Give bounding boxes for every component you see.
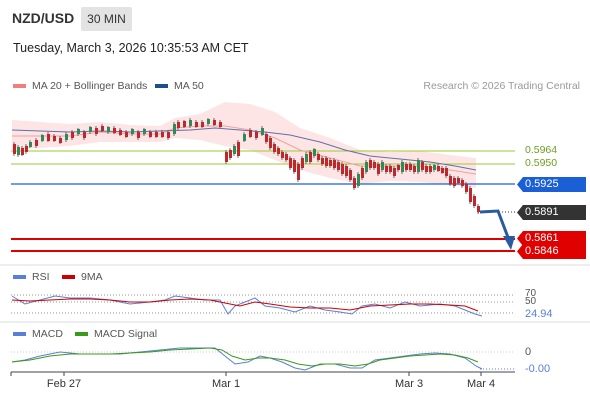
rsi-level-50-label: 50: [525, 296, 537, 307]
resistance-label-1: 0.5964: [525, 144, 558, 156]
projection-arrow-icon: [479, 209, 515, 250]
legend-rsi-ma: 9MA: [62, 271, 103, 283]
macd-signal-line: [11, 347, 479, 367]
rsi-value: 24.94: [525, 308, 553, 320]
current-price-tag: 0.5891: [517, 205, 586, 220]
x-label-feb27: Feb 27: [46, 378, 82, 390]
timeframe-button[interactable]: 30 MIN: [81, 7, 132, 31]
legend-macd-signal-label: MACD Signal: [94, 328, 158, 340]
research-credit: Research © 2026 Trading Central: [423, 80, 580, 92]
resistance-label-2: 0.5950: [525, 157, 558, 169]
legend-macd-signal: MACD Signal: [75, 328, 157, 340]
macd-swatch: [13, 332, 26, 336]
x-label-mar1: Mar 1: [211, 378, 241, 390]
rsi-swatch: [13, 275, 26, 279]
legend-rsi: RSI: [13, 271, 50, 283]
legend-macd-label: MACD: [32, 328, 63, 340]
legend-ma50-label: MA 50: [174, 80, 204, 92]
ma20-swatch: [13, 84, 26, 88]
rsi-ma-line: [11, 298, 479, 312]
x-label-mar3: Mar 3: [394, 378, 424, 390]
candlesticks: [13, 118, 480, 214]
macd-line: [11, 347, 483, 371]
macd-value: -0.00: [525, 363, 551, 375]
legend-rsi-label: RSI: [32, 271, 50, 283]
macd-signal-swatch: [75, 332, 88, 336]
macd-zero-label: 0: [525, 346, 532, 358]
pivot-price-tag: 0.5925: [517, 177, 586, 192]
legend-rsi-ma-label: 9MA: [81, 271, 103, 283]
x-label-mar4: Mar 4: [466, 378, 496, 390]
currency-pair-title: NZD/USD: [12, 10, 75, 26]
legend-ma50: MA 50: [155, 80, 204, 92]
x-axis-ticks: [10, 372, 482, 376]
bollinger-band: [12, 102, 476, 188]
legend-macd: MACD: [13, 328, 63, 340]
chart-timestamp: Tuesday, March 3, 2026 10:35:53 AM CET: [13, 41, 249, 55]
rsi-ma-swatch: [62, 275, 75, 279]
rsi-level-70-label: 70: [525, 288, 537, 299]
legend-ma20-label: MA 20 + Bollinger Bands: [32, 80, 148, 92]
support-price-tag-2: 0.5846: [517, 244, 586, 259]
support-price-tag-1: 0.5861: [517, 231, 586, 246]
ma50-swatch: [155, 84, 168, 88]
legend-ma20: MA 20 + Bollinger Bands: [13, 80, 147, 92]
